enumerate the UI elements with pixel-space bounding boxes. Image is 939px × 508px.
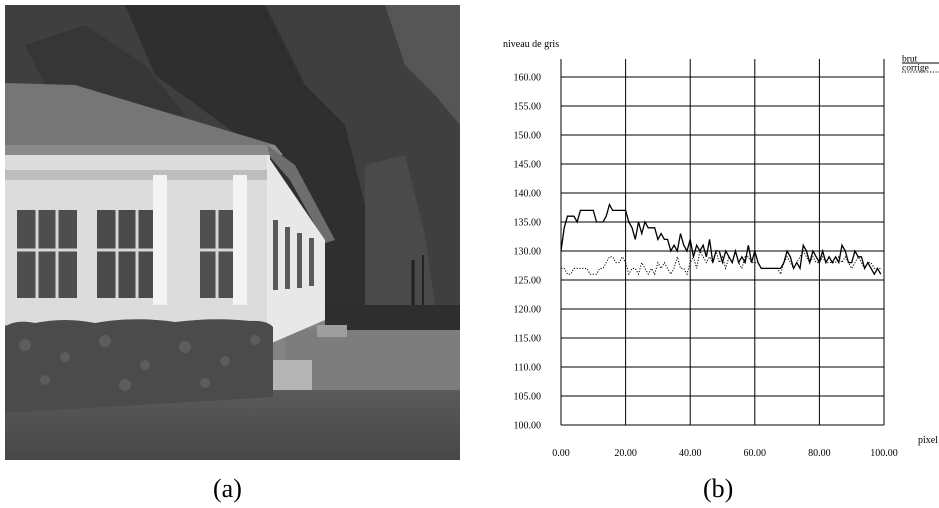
series-lines [560, 202, 882, 276]
pillar [153, 175, 167, 305]
y-tick-label: 150.00 [514, 131, 542, 142]
caption-a: (a) [213, 474, 242, 503]
x-tick-label: 80.00 [808, 448, 831, 459]
legend-label-corrige: corrige [902, 64, 929, 74]
x-tick-labels: 0.00 20.00 40.00 60.00 80.00 100.00 [552, 448, 898, 459]
y-tick-label: 140.00 [514, 189, 542, 200]
y-axis-label: niveau de gris [503, 39, 559, 50]
y-tick-label: 115.00 [514, 334, 541, 345]
y-tick-label: 120.00 [514, 305, 542, 316]
y-tick-label: 155.00 [514, 102, 542, 113]
y-tick-label: 160.00 [514, 73, 542, 84]
y-tick-label: 125.00 [514, 276, 542, 287]
y-tick-label: 100.00 [514, 421, 542, 432]
y-tick-label: 105.00 [514, 392, 542, 403]
y-tick-label: 110.00 [514, 363, 541, 374]
fence [325, 305, 460, 330]
x-tick-label: 60.00 [744, 448, 767, 459]
side-roof [267, 145, 335, 243]
pillar [233, 175, 247, 305]
y-tick-label: 130.00 [514, 247, 542, 258]
grid [560, 59, 885, 426]
building-photograph [5, 5, 460, 460]
window [17, 210, 77, 298]
x-tick-label: 100.00 [870, 448, 898, 459]
hedge [5, 319, 273, 413]
series-line-brut [560, 202, 882, 276]
caption-b: (b) [703, 474, 734, 503]
series-line-corrige [561, 249, 881, 276]
side-wall [267, 155, 325, 345]
y-tick-labels: 100.00 105.00 110.00 115.00 120.00 125.00 130.… [514, 73, 542, 432]
x-tick-label: 40.00 [679, 448, 702, 459]
x-tick-label: 20.00 [614, 448, 637, 459]
lawn [285, 330, 460, 390]
legend-label-brut: brut [902, 55, 918, 65]
x-tick-label: 0.00 [552, 448, 570, 459]
x-axis-label: pixel [918, 435, 938, 446]
roof [5, 83, 275, 145]
y-tick-label: 145.00 [514, 160, 542, 171]
y-tick-label: 135.00 [514, 218, 542, 229]
window [97, 210, 157, 298]
